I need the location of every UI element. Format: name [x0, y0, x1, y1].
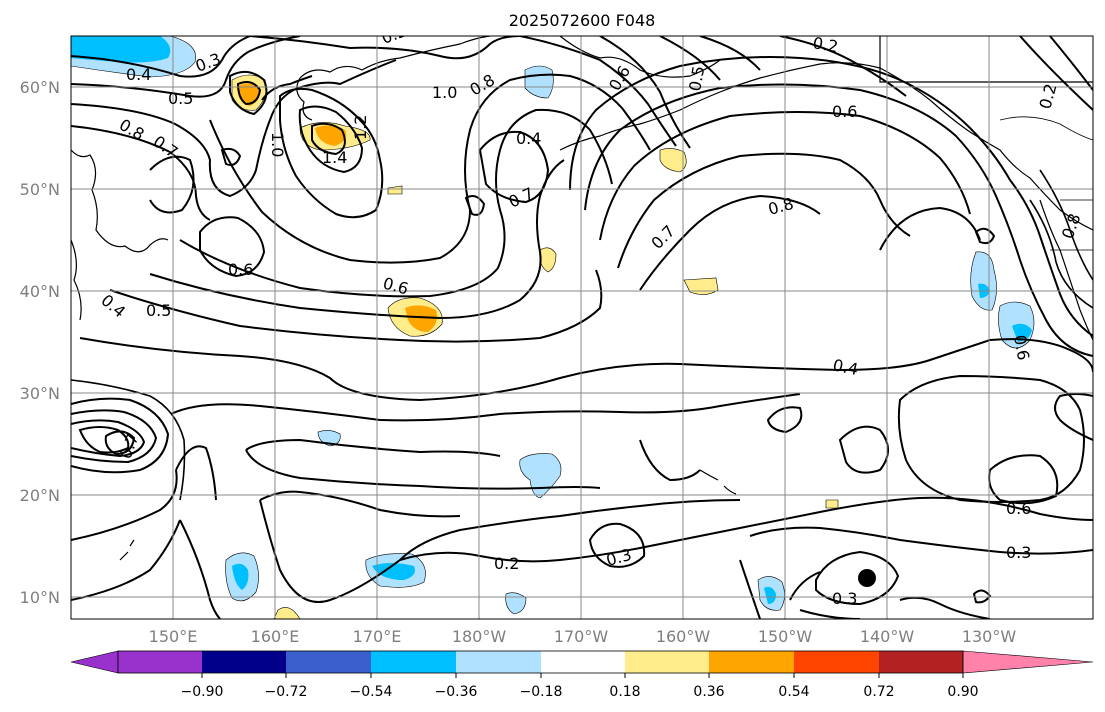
- orange-shade-b-core: [315, 125, 347, 146]
- contour-label: 0.3: [1006, 543, 1031, 562]
- colorbar-tick-label: 0.36: [693, 684, 724, 700]
- lat-label: 10°N: [20, 588, 60, 607]
- storm-center-dot: [858, 569, 876, 587]
- cyan-shade-ne2: [1012, 323, 1032, 342]
- colorbar-segment: [456, 651, 541, 673]
- colorbar-tick-label: −0.36: [435, 684, 478, 700]
- colorbar-right-extension: [962, 650, 1094, 674]
- colorbar-tick-label: 0.72: [863, 684, 894, 700]
- lon-label: 170°E: [353, 627, 402, 646]
- colorbar-tick-label: −0.54: [350, 684, 393, 700]
- lat-label: 20°N: [20, 486, 60, 505]
- figure-title: 2025072600 F048: [509, 11, 656, 30]
- contour-label: 0.6: [1006, 499, 1031, 518]
- colorbar-tick-label: −0.90: [181, 684, 224, 700]
- lon-label: 160°E: [251, 627, 300, 646]
- contour-label: 0.2: [494, 554, 519, 573]
- contour-label: 0.6: [832, 102, 857, 121]
- contour-label: 0.6: [228, 260, 253, 279]
- contour-label: 0.6: [1010, 333, 1033, 361]
- contour-label: 0.5: [685, 64, 708, 92]
- lon-label: 150°W: [758, 627, 813, 646]
- colorbar-ticks: [201, 673, 964, 678]
- colorbar-left-extension: [70, 650, 119, 674]
- contour-label: 1.0: [432, 83, 457, 102]
- blue-shade-m: [505, 592, 527, 615]
- latitude-labels: 60°N 50°N 40°N 30°N 20°N 10°N: [20, 78, 60, 607]
- contour-label: 0.2: [811, 33, 839, 56]
- contour-label: 0.4: [126, 65, 151, 84]
- lon-label: 180°W: [452, 627, 507, 646]
- contour-label: 0.2: [379, 21, 409, 48]
- colorbar-segment: [625, 651, 709, 673]
- contour-label: 0.3: [832, 589, 857, 608]
- lon-label: 130°W: [962, 627, 1017, 646]
- colorbar-segment: [794, 651, 879, 673]
- contour-label: 1.4: [322, 148, 347, 167]
- contour-label: 0.4: [831, 355, 860, 379]
- yellow-shade-d: [659, 148, 687, 173]
- yellow-shade-e: [387, 185, 403, 195]
- colorbar-segment: [879, 651, 963, 673]
- lat-label: 50°N: [20, 180, 60, 199]
- cyan-shade-l: [372, 563, 415, 580]
- lat-label: 60°N: [20, 78, 60, 97]
- contour-label: 0.4: [516, 129, 541, 148]
- cyan-shade-k: [232, 563, 249, 590]
- coastlines: [71, 36, 1093, 561]
- yellow-shade-o: [273, 607, 301, 619]
- colorbar: −0.90 −0.72 −0.54 −0.36 −0.18 0.18 0.36 …: [70, 650, 1094, 700]
- lon-label: 150°E: [149, 627, 198, 646]
- orange-shade-f-core: [405, 305, 437, 332]
- lon-label: 140°W: [860, 627, 915, 646]
- colorbar-tick-label: −0.18: [520, 684, 563, 700]
- blue-shade-ne1: [970, 251, 997, 311]
- longitude-labels: 150°E 160°E 170°E 180°W 170°W 160°W 150°…: [149, 627, 1017, 646]
- contour-label: 1.0: [268, 132, 287, 157]
- colorbar-segment: [371, 651, 456, 673]
- contour-label: 0.5: [146, 301, 171, 320]
- yellow-shade-p: [825, 499, 839, 509]
- yellow-shade-h: [683, 277, 719, 295]
- cyan-shade-nw: [71, 36, 171, 63]
- lat-label: 30°N: [20, 384, 60, 403]
- colorbar-tick-label: 0.90: [947, 684, 978, 700]
- colorbar-tick-label: 0.18: [609, 684, 640, 700]
- contour-lines: [71, 36, 1093, 619]
- colorbar-tick-label: 0.54: [778, 684, 809, 700]
- colorbar-segment: [118, 651, 202, 673]
- colorbar-segment: [202, 651, 286, 673]
- contour-label: 0.5: [168, 89, 193, 108]
- colorbar-segment: [286, 651, 371, 673]
- cyan-shade-n: [764, 586, 776, 604]
- lat-label: 40°N: [20, 282, 60, 301]
- map-panel: 0.4 0.3 0.5 0.8 0.7 1.0 1.4 1.2 0.8 1.0 …: [70, 21, 1094, 620]
- colorbar-segment: [709, 651, 794, 673]
- lon-label: 160°W: [656, 627, 711, 646]
- contour-label: 1.2: [351, 115, 370, 140]
- gridlines: [71, 36, 1093, 619]
- colorbar-segment: [541, 651, 625, 673]
- lon-label: 170°W: [554, 627, 609, 646]
- colorbar-tick-label: −0.72: [265, 684, 308, 700]
